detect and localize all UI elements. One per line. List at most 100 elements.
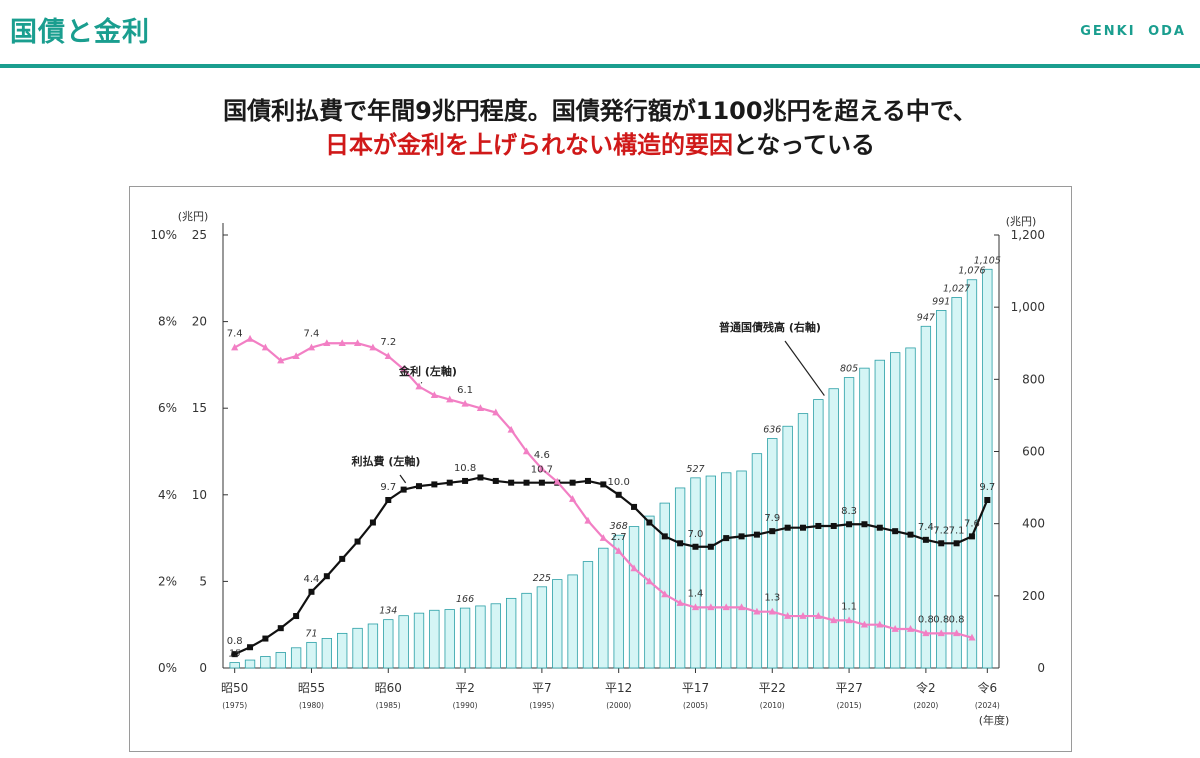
interest-marker xyxy=(646,519,653,526)
x-tick-era-label: 昭50 xyxy=(221,681,248,695)
rate-marker xyxy=(522,447,531,455)
debt-bar xyxy=(736,470,747,669)
rate-marker xyxy=(338,339,346,347)
debt-bar-label: 134 xyxy=(379,606,397,617)
rate-marker xyxy=(553,477,561,485)
left-tick-label: 20 xyxy=(192,315,207,329)
interest-marker xyxy=(247,644,254,651)
interest-marker xyxy=(339,555,346,562)
debt-bar-label: 71 xyxy=(305,628,317,639)
interest-marker xyxy=(738,533,745,540)
debt-bar xyxy=(598,547,609,669)
rate-marker xyxy=(768,607,776,615)
debt-bar xyxy=(951,297,962,669)
interest-marker xyxy=(661,533,668,540)
rate-label: 7.2 xyxy=(380,337,396,348)
rate-marker xyxy=(307,343,316,351)
interest-marker xyxy=(922,536,929,543)
rate-marker xyxy=(784,612,792,619)
right-tick-label: 1,000 xyxy=(1011,300,1045,314)
interest-marker xyxy=(262,635,269,642)
debt-bar xyxy=(429,609,440,669)
lines-group xyxy=(231,334,991,658)
rate-marker xyxy=(676,599,684,606)
x-tick-era-label: 平7 xyxy=(532,681,552,695)
rate-marker xyxy=(430,391,438,399)
rate-label: 7.4 xyxy=(227,329,243,340)
debt-bar-label: 1,076 xyxy=(958,266,985,277)
interest-marker xyxy=(231,651,238,658)
debt-bar xyxy=(490,603,501,669)
debt-bar-label: 1,027 xyxy=(943,283,970,294)
debt-bar xyxy=(782,425,793,669)
interest-marker xyxy=(876,524,883,531)
interest-label: 9.7 xyxy=(380,482,396,493)
interest-marker xyxy=(968,533,975,540)
right-tick-label: 1,200 xyxy=(1011,228,1045,242)
interest-marker xyxy=(277,625,284,632)
x-tick-era-label: 昭55 xyxy=(298,681,325,695)
interest-marker xyxy=(569,479,576,486)
interest-marker xyxy=(523,479,530,486)
rate-marker xyxy=(891,625,899,632)
rate-marker xyxy=(599,534,607,541)
rate-marker xyxy=(953,629,961,637)
debt-bar xyxy=(690,477,701,669)
interest-marker xyxy=(723,535,730,542)
rate-marker xyxy=(845,616,853,624)
debt-bar xyxy=(505,597,517,669)
debt-bar-label: 225 xyxy=(533,573,551,584)
interest-marker xyxy=(707,543,714,550)
rate-marker xyxy=(369,343,377,351)
interest-marker xyxy=(584,477,591,484)
debt-bar-label: 1,105 xyxy=(974,255,1001,266)
interest-marker xyxy=(861,521,868,528)
debt-bar xyxy=(628,526,640,669)
x-tick-era-label: 平17 xyxy=(682,681,709,695)
annotation-debt: 普通国債残高 (右軸) xyxy=(719,320,821,334)
rate-marker xyxy=(323,339,331,347)
x-tick-year-label: (1975) xyxy=(222,701,247,710)
right-axis-unit: (兆円) xyxy=(1006,215,1037,228)
debt-bar xyxy=(889,352,901,669)
rate-marker xyxy=(814,612,822,619)
debt-bar xyxy=(383,619,394,669)
debt-bar xyxy=(859,367,870,669)
interest-label: 7.6 xyxy=(964,518,980,529)
debt-bar xyxy=(337,632,348,669)
rate-label: 6.1 xyxy=(457,385,473,396)
debt-bar xyxy=(552,579,563,669)
rate-marker xyxy=(584,516,592,524)
interest-marker xyxy=(753,531,760,538)
debt-bar xyxy=(260,656,271,669)
interest-marker xyxy=(323,573,330,580)
debt-bar xyxy=(705,475,717,669)
rate-marker xyxy=(415,382,423,390)
interest-label: 10.7 xyxy=(531,465,553,476)
interest-marker xyxy=(400,486,407,493)
pct-tick-label: 6% xyxy=(158,401,177,415)
rate-label: 2.7 xyxy=(611,532,627,543)
debt-bar xyxy=(459,607,471,669)
debt-bar xyxy=(536,586,548,669)
x-tick-year-label: (2000) xyxy=(606,701,631,710)
x-tick-year-label: (2010) xyxy=(760,701,785,710)
header-divider xyxy=(0,64,1200,68)
rate-marker xyxy=(937,629,945,637)
rate-marker xyxy=(707,603,715,611)
interest-label: 8.3 xyxy=(841,506,857,517)
interest-label: 10.8 xyxy=(454,463,476,474)
x-tick-era-label: 平2 xyxy=(455,681,475,695)
headline-line-2: 日本が金利を上げられない構造的要因となっている xyxy=(0,128,1200,162)
rate-marker xyxy=(615,547,623,554)
rate-marker xyxy=(569,495,577,502)
debt-bar xyxy=(767,438,778,669)
pct-tick-label: 8% xyxy=(158,315,177,329)
bars-group xyxy=(229,268,993,669)
debt-bar xyxy=(367,623,379,669)
rate-label: 1.1 xyxy=(841,601,857,612)
interest-marker xyxy=(953,540,960,547)
rate-marker xyxy=(538,464,546,472)
rate-marker xyxy=(661,590,669,598)
pct-tick-label: 2% xyxy=(158,574,177,588)
